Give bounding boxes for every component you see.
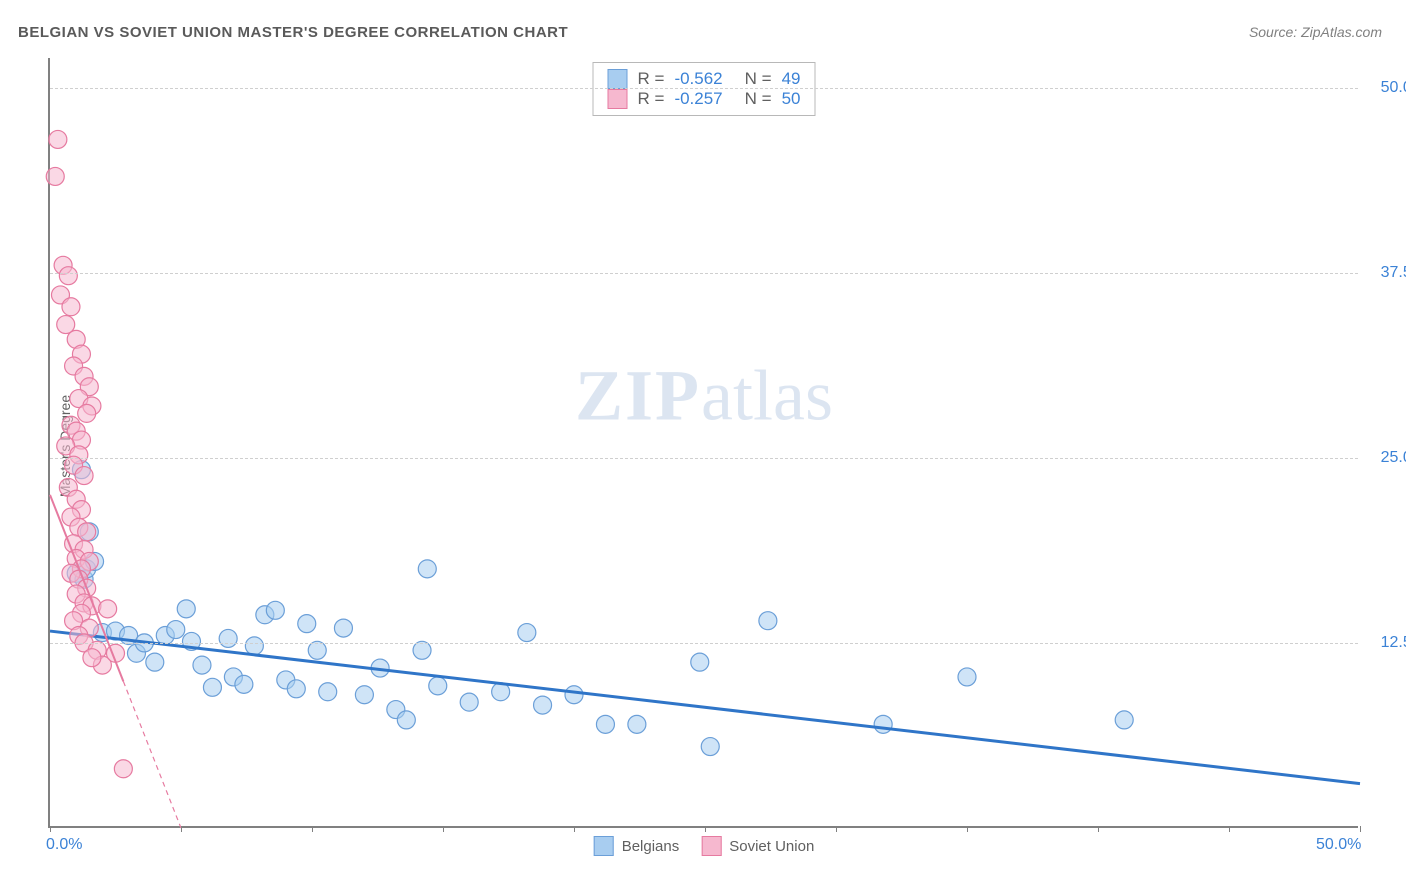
scatter-point	[167, 621, 185, 639]
scatter-point	[334, 619, 352, 637]
gridline-h	[50, 273, 1358, 274]
scatter-point	[418, 560, 436, 578]
series-legend: Belgians Soviet Union	[594, 836, 815, 856]
x-tick	[181, 826, 182, 832]
scatter-point	[397, 711, 415, 729]
x-tick	[1229, 826, 1230, 832]
scatter-point	[114, 760, 132, 778]
scatter-point	[413, 641, 431, 659]
chart-title: BELGIAN VS SOVIET UNION MASTER'S DEGREE …	[18, 24, 568, 41]
scatter-point	[355, 686, 373, 704]
x-tick	[1360, 826, 1361, 832]
chart-svg	[50, 58, 1358, 826]
scatter-point	[534, 696, 552, 714]
gridline-h	[50, 643, 1358, 644]
plot-area: ZIPatlas R =-0.562N =49R =-0.257N =50 Be…	[48, 58, 1358, 828]
scatter-point	[177, 600, 195, 618]
scatter-point	[1115, 711, 1133, 729]
scatter-point	[628, 715, 646, 733]
legend-swatch	[701, 836, 721, 856]
x-tick-label: 50.0%	[1316, 836, 1361, 854]
y-tick-label: 25.0%	[1381, 449, 1406, 467]
scatter-point	[219, 629, 237, 647]
x-tick	[967, 826, 968, 832]
scatter-point	[266, 601, 284, 619]
scatter-point	[298, 615, 316, 633]
scatter-point	[319, 683, 337, 701]
scatter-point	[308, 641, 326, 659]
scatter-point	[518, 624, 536, 642]
y-tick-label: 12.5%	[1381, 634, 1406, 652]
legend-label: Belgians	[622, 838, 680, 855]
scatter-point	[78, 404, 96, 422]
x-tick	[836, 826, 837, 832]
scatter-point	[203, 678, 221, 696]
x-tick	[312, 826, 313, 832]
scatter-point	[691, 653, 709, 671]
scatter-point	[62, 298, 80, 316]
chart-container: BELGIAN VS SOVIET UNION MASTER'S DEGREE …	[0, 0, 1406, 892]
scatter-point	[193, 656, 211, 674]
scatter-point	[287, 680, 305, 698]
scatter-point	[99, 600, 117, 618]
scatter-point	[759, 612, 777, 630]
legend-label: Soviet Union	[729, 838, 814, 855]
scatter-point	[49, 130, 67, 148]
trend-line	[50, 631, 1360, 784]
x-tick	[705, 826, 706, 832]
x-tick-label: 0.0%	[46, 836, 82, 854]
x-tick	[574, 826, 575, 832]
y-tick-label: 37.5%	[1381, 264, 1406, 282]
scatter-point	[235, 675, 253, 693]
trend-line-dashed	[123, 681, 181, 828]
scatter-point	[59, 267, 77, 285]
x-tick	[50, 826, 51, 832]
scatter-point	[701, 738, 719, 756]
x-tick	[1098, 826, 1099, 832]
legend-item: Belgians	[594, 836, 680, 856]
scatter-point	[596, 715, 614, 733]
scatter-point	[565, 686, 583, 704]
gridline-h	[50, 88, 1358, 89]
source-attribution: Source: ZipAtlas.com	[1249, 24, 1382, 40]
scatter-point	[958, 668, 976, 686]
gridline-h	[50, 458, 1358, 459]
scatter-point	[146, 653, 164, 671]
legend-item: Soviet Union	[701, 836, 814, 856]
y-tick-label: 50.0%	[1381, 79, 1406, 97]
scatter-point	[75, 467, 93, 485]
scatter-point	[429, 677, 447, 695]
legend-swatch	[594, 836, 614, 856]
scatter-point	[83, 649, 101, 667]
scatter-point	[874, 715, 892, 733]
scatter-point	[460, 693, 478, 711]
x-tick	[443, 826, 444, 832]
scatter-point	[245, 637, 263, 655]
scatter-point	[46, 167, 64, 185]
